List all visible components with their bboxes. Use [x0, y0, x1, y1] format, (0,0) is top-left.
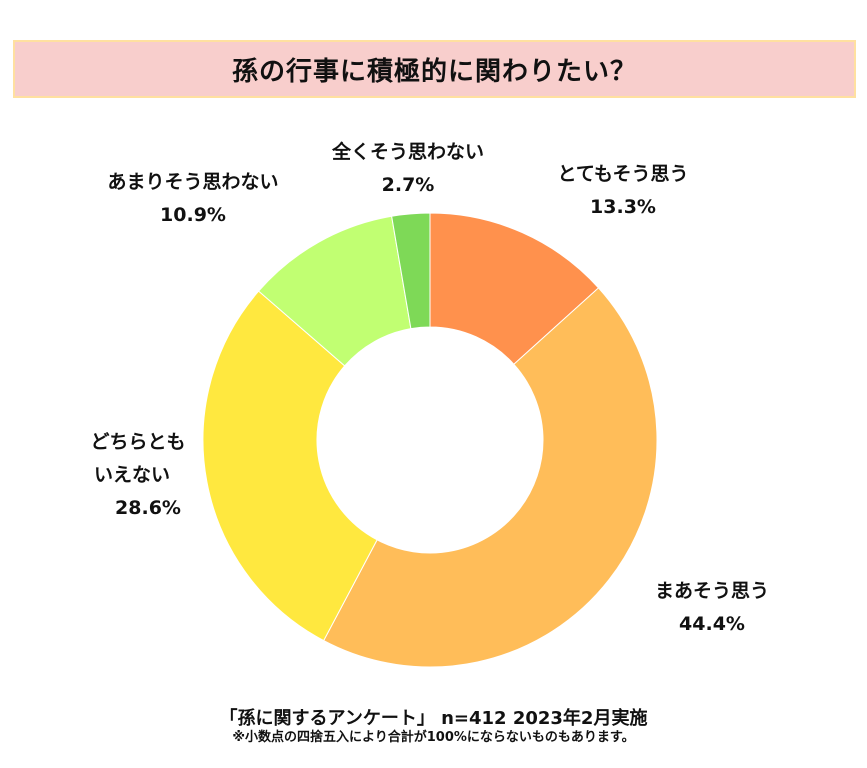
- label-value: 44.4%: [679, 613, 745, 635]
- slice-2: [202, 290, 378, 642]
- label-value: 2.7%: [381, 174, 435, 196]
- label-mattaku: 全くそう思わない 2.7%: [332, 136, 484, 202]
- slice-4: [391, 212, 431, 330]
- label-value: 28.6%: [115, 497, 181, 519]
- label-text: 全くそう思わない: [331, 141, 485, 163]
- label-text: とてもそう思う: [557, 163, 689, 185]
- slice-0: [429, 212, 600, 365]
- label-amari: あまりそう思わない 10.9%: [107, 166, 278, 232]
- source-note: 「孫に関するアンケート」 n=412 2023年2月実施: [219, 708, 648, 729]
- label-text: あまりそう思わない: [107, 171, 279, 193]
- title-banner: 孫の行事に積極的に関わりたい？: [13, 40, 856, 98]
- label-value: 10.9%: [160, 204, 226, 226]
- label-value: 13.3%: [590, 196, 656, 218]
- label-dochira: どちらとも いえない 28.6%: [90, 426, 185, 525]
- slice-1: [323, 287, 658, 668]
- label-text: まあそう思う: [654, 580, 770, 602]
- chart-title: 孫の行事に積極的に関わりたい？: [231, 56, 637, 87]
- label-text: どちらとも: [90, 431, 186, 453]
- rounding-note: ※小数点の四捨五入により合計が100%にならないものもあります。: [232, 730, 635, 745]
- label-text: いえない: [93, 464, 171, 486]
- label-totemo: とてもそう思う 13.3%: [557, 158, 688, 224]
- label-maa: まあそう思う 44.4%: [655, 575, 769, 641]
